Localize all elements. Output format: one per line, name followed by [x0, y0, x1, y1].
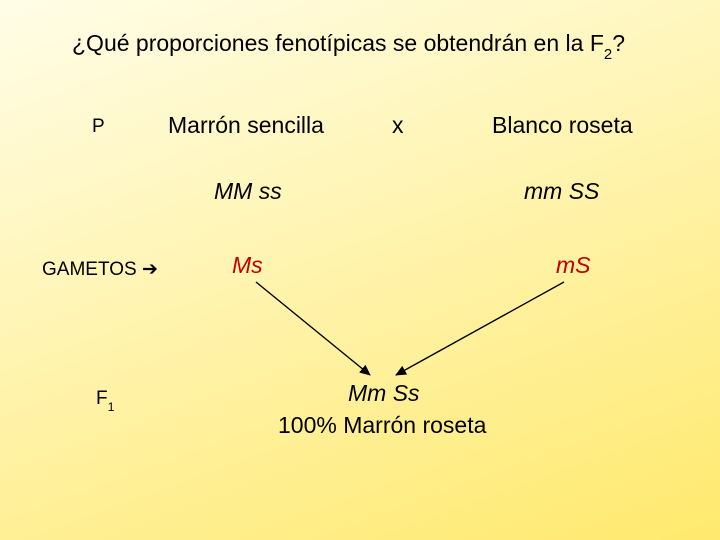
f1-genotype: Mm Ss: [348, 380, 420, 407]
title-subscript: 2: [604, 46, 612, 63]
row-label-f1-prefix: F: [96, 388, 108, 409]
title-text-prefix: ¿Qué proporciones fenotípicas se obtendr…: [72, 30, 604, 56]
parent-left-genotype: MM ss: [214, 178, 282, 205]
gamete-right: mS: [556, 252, 591, 279]
row-label-gametos: GAMETOS ➔: [42, 258, 158, 281]
row-label-f1-sub: 1: [108, 400, 115, 414]
f1-phenotype: 100% Marrón roseta: [278, 412, 486, 439]
arrow-right-icon: ➔: [142, 259, 158, 280]
row-label-gametos-text: GAMETOS: [42, 259, 137, 280]
parent-right-phenotype: Blanco roseta: [492, 112, 633, 139]
parent-right-genotype: mm SS: [524, 178, 599, 205]
row-label-p-text: P: [92, 116, 105, 137]
cross-symbol: x: [392, 112, 404, 139]
row-label-p: P: [92, 116, 105, 138]
gamete-left: Ms: [232, 252, 263, 279]
row-label-f1: F1: [96, 388, 114, 412]
parent-left-phenotype: Marrón sencilla: [168, 112, 324, 139]
title-text-suffix: ?: [612, 30, 625, 56]
slide-title: ¿Qué proporciones fenotípicas se obtendr…: [72, 30, 625, 61]
